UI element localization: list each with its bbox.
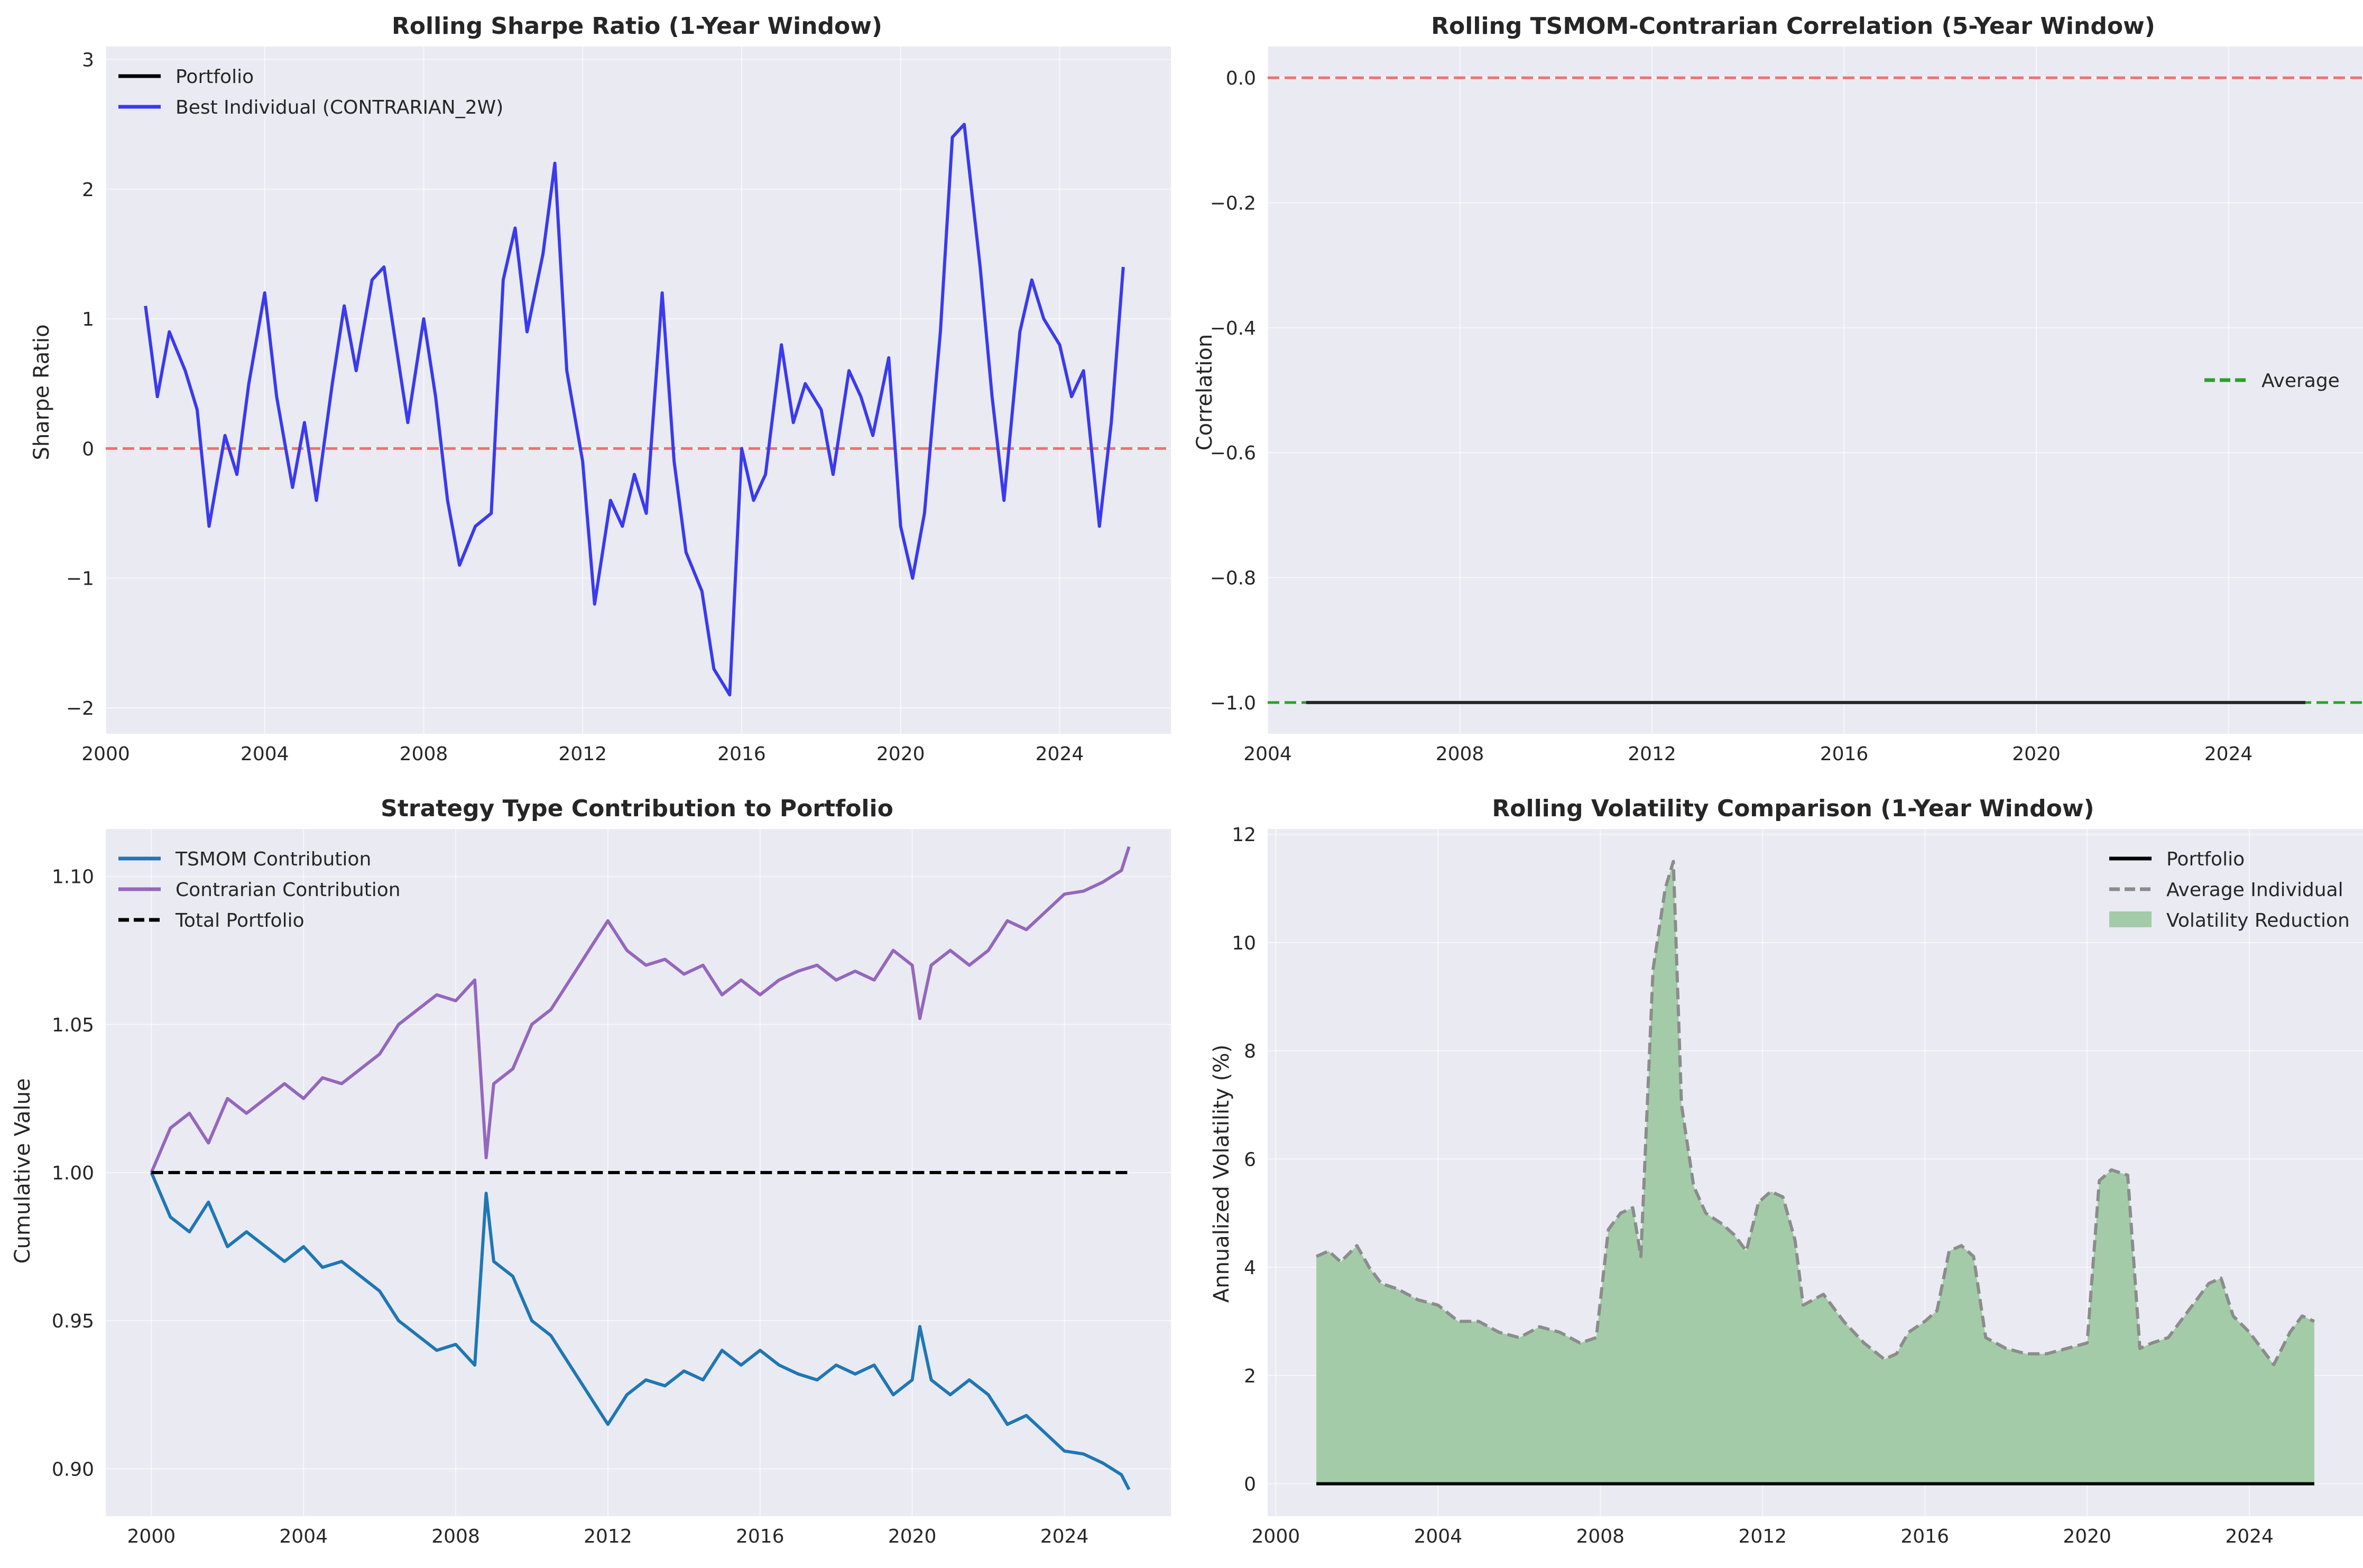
panel-title: Rolling TSMOM-Contrarian Correlation (5-… — [1431, 13, 2155, 40]
y-tick-label: 1.05 — [52, 1014, 94, 1036]
x-tick-label: 2016 — [736, 1526, 784, 1547]
y-tick-label: −0.6 — [1210, 442, 1256, 464]
x-tick-label: 2020 — [888, 1526, 937, 1547]
x-tick-label: 2024 — [2204, 743, 2253, 765]
y-tick-label: 0.0 — [1226, 68, 1256, 89]
series-line-tsmom-contribution — [150, 1172, 1131, 1490]
series-line-best-individual-contrarian-2w — [144, 123, 1125, 697]
y-tick-label: 2 — [82, 179, 94, 201]
panel-title: Rolling Sharpe Ratio (1-Year Window) — [392, 13, 882, 40]
x-tick-label: 2012 — [1628, 743, 1676, 765]
plot-area — [106, 123, 1171, 697]
x-tick-label: 2020 — [2063, 1526, 2111, 1547]
plot-area — [150, 846, 1131, 1490]
y-tick-label: −1.0 — [1210, 693, 1256, 714]
y-tick-label: 1 — [82, 309, 94, 330]
legend-label: Average — [2262, 370, 2340, 392]
x-tick-label: 2024 — [2225, 1526, 2274, 1547]
legend-label: Portfolio — [2166, 848, 2245, 870]
x-tick-label: 2020 — [2012, 743, 2061, 765]
x-tick-label: 2016 — [1820, 743, 1869, 765]
y-tick-label: 1.00 — [52, 1163, 94, 1184]
x-tick-label: 2004 — [241, 743, 289, 765]
panel-rolling-sharpe: Rolling Sharpe Ratio (1-Year Window) Sha… — [30, 13, 1171, 765]
x-tick-label: 2016 — [1900, 1526, 1949, 1547]
y-tick-label: 12 — [1232, 824, 1256, 846]
plot-area — [1268, 76, 2363, 704]
legend-label: Best Individual (CONTRARIAN_2W) — [176, 97, 503, 118]
legend: Portfolio Average Individual Volatility Re… — [2109, 848, 2350, 931]
series-line-average-individual — [1315, 860, 2315, 1367]
x-tick-label: 2012 — [584, 1526, 632, 1547]
panel-title: Rolling Volatility Comparison (1-Year Wi… — [1492, 795, 2094, 822]
y-tick-label: 3 — [82, 50, 94, 71]
x-tick-label: 2000 — [81, 743, 130, 765]
legend-label: Contrarian Contribution — [176, 879, 401, 901]
legend: Average — [2204, 370, 2340, 392]
x-tick-label: 2016 — [717, 743, 766, 765]
y-tick-label: −0.2 — [1210, 192, 1256, 214]
y-axis-label: Correlation — [1193, 334, 1217, 451]
x-tick-label: 2008 — [1576, 1526, 1624, 1547]
legend-label: Portfolio — [176, 66, 254, 88]
panel-rolling-correlation: Rolling TSMOM-Contrarian Correlation (5-… — [1193, 13, 2363, 765]
y-tick-label: 1.10 — [52, 866, 94, 888]
series-line-contrarian-contribution — [150, 846, 1131, 1174]
panel-rolling-volatility: Rolling Volatility Comparison (1-Year Wi… — [1210, 795, 2363, 1547]
y-axis-label: Annualized Volatility (%) — [1210, 1045, 1234, 1303]
y-tick-label: 8 — [1244, 1041, 1256, 1063]
legend: TSMOM Contribution Contrarian Contributio… — [118, 848, 401, 931]
legend-label: Average Individual — [2166, 879, 2343, 901]
y-tick-label: 2 — [1244, 1366, 1256, 1387]
legend-swatch — [2109, 911, 2152, 927]
y-axis-label: Sharpe Ratio — [30, 324, 54, 460]
y-tick-label: −0.8 — [1210, 568, 1256, 589]
y-tick-label: 0 — [82, 438, 94, 460]
y-axis-label: Cumulative Value — [11, 1078, 35, 1264]
x-tick-label: 2000 — [127, 1526, 176, 1547]
y-tick-label: −0.4 — [1210, 318, 1256, 339]
legend-label: Volatility Reduction — [2166, 910, 2350, 931]
x-tick-label: 2012 — [558, 743, 607, 765]
x-tick-label: 2004 — [1243, 743, 1292, 765]
legend: Portfolio Best Individual (CONTRARIAN_2W) — [118, 66, 503, 118]
y-tick-label: 0 — [1244, 1474, 1256, 1496]
x-tick-label: 2020 — [876, 743, 925, 765]
axes-background — [1268, 47, 2363, 734]
panel-title: Strategy Type Contribution to Portfolio — [381, 795, 893, 822]
panel-strategy-contribution: Strategy Type Contribution to Portfolio … — [11, 795, 1171, 1547]
legend-label: Total Portfolio — [175, 910, 304, 931]
x-tick-label: 2004 — [279, 1526, 328, 1547]
legend-label: TSMOM Contribution — [175, 848, 371, 870]
y-tick-label: −1 — [66, 568, 94, 590]
x-tick-label: 2012 — [1738, 1526, 1787, 1547]
y-tick-label: 0.90 — [52, 1459, 94, 1480]
x-tick-label: 2008 — [431, 1526, 480, 1547]
x-tick-label: 2024 — [1036, 743, 1084, 765]
y-tick-label: −2 — [66, 698, 94, 720]
x-tick-label: 2008 — [1436, 743, 1484, 765]
x-tick-label: 2008 — [400, 743, 448, 765]
y-tick-label: 0.95 — [52, 1311, 94, 1332]
y-tick-label: 4 — [1244, 1257, 1256, 1279]
axes-background — [106, 47, 1171, 734]
x-tick-label: 2000 — [1252, 1526, 1300, 1547]
x-tick-label: 2004 — [1414, 1526, 1462, 1547]
plot-area — [1315, 860, 2315, 1486]
y-tick-label: 6 — [1244, 1149, 1256, 1170]
x-tick-label: 2024 — [1040, 1526, 1089, 1547]
y-tick-label: 10 — [1232, 933, 1256, 954]
